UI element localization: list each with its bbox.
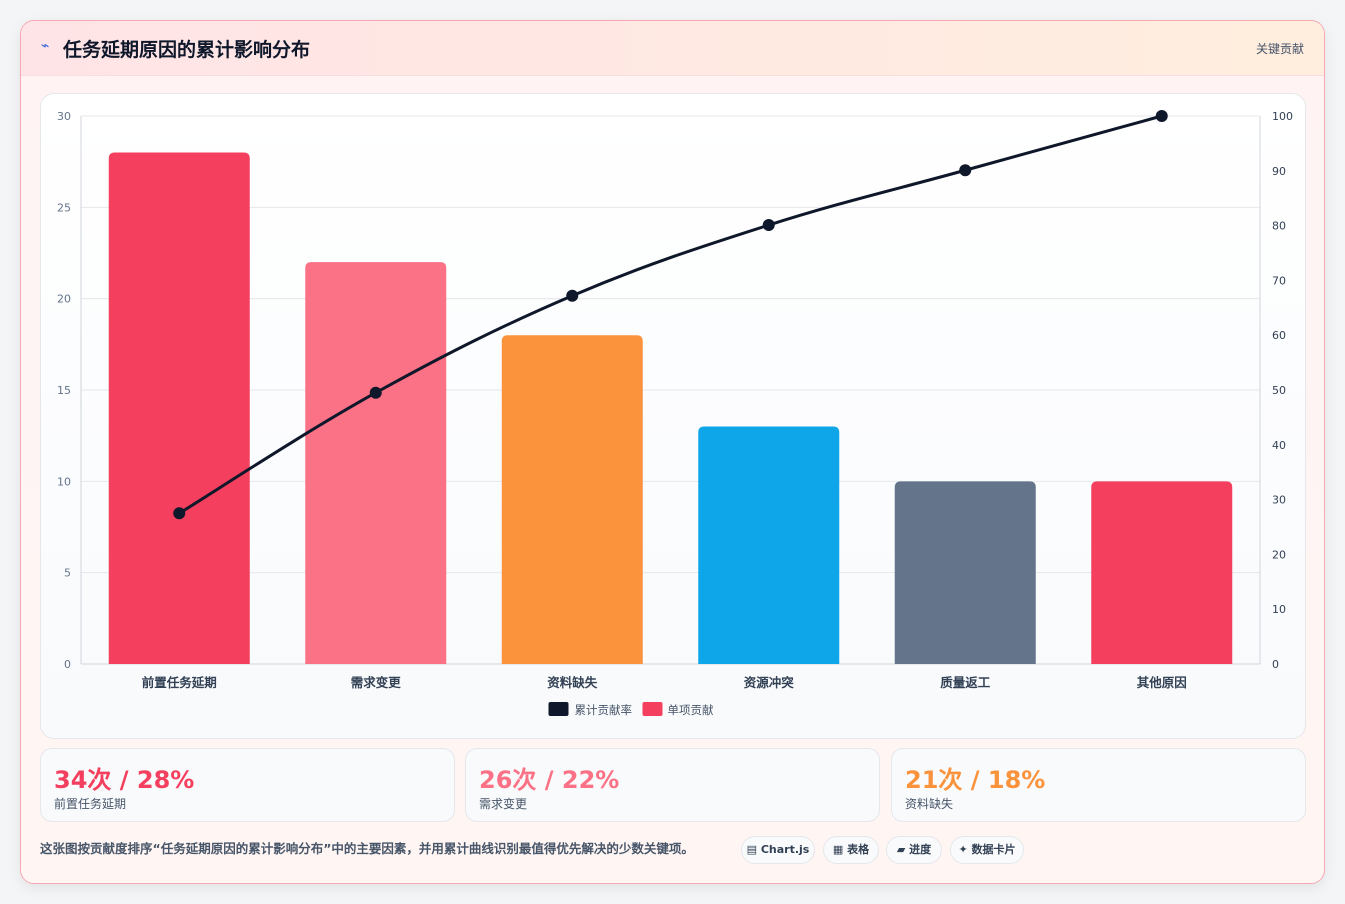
y-right-tick-8: 80 (1272, 220, 1286, 233)
cumulative-point-0 (173, 507, 186, 520)
lightning-icon: ⌁ (41, 38, 50, 54)
stat-value-1: 34次 / 28% (54, 766, 195, 794)
y-left-tick-0: 0 (64, 658, 71, 671)
header-tag: 关键贡献 (1255, 42, 1304, 56)
y-left-tick-2: 10 (57, 475, 71, 488)
x-tick-5: 其他原因 (1137, 675, 1187, 690)
chart-card: ⌁ 任务延期原因的累计影响分布 关键贡献 0 5 10 15 20 25 30 0 10 20 30… (20, 20, 1325, 884)
x-tick-3: 资源冲突 (744, 675, 795, 690)
y-right-tick-3: 30 (1272, 494, 1286, 507)
stat-card-1: 34次 / 28% 前置任务延期 (40, 748, 455, 822)
bar-1 (305, 262, 447, 664)
y-right-tick-1: 10 (1272, 603, 1286, 616)
progress-pill[interactable]: ▰ 进度 (886, 836, 942, 864)
footer-description: 这张图按贡献度排序“任务延期原因的累计影响分布”中的主要因素，并用累计曲线识别最… (40, 841, 694, 856)
bar-4 (894, 481, 1036, 664)
cumulative-point-4 (959, 164, 972, 177)
stat-label-3: 资料缺失 (905, 797, 954, 811)
stat-label-2: 需求变更 (479, 797, 528, 811)
y-left-tick-6: 30 (57, 110, 71, 123)
cumulative-line (178, 114, 1163, 515)
legend-swatch-bar (642, 702, 663, 716)
cumulative-point-1 (369, 386, 382, 399)
stat-value-3: 21次 / 18% (905, 766, 1046, 794)
y-left-tick-4: 20 (57, 293, 71, 306)
y-right-tick-9: 90 (1272, 165, 1286, 178)
table-pill[interactable]: ▦ 表格 (823, 836, 879, 864)
chart-title: 任务延期原因的累计影响分布 (63, 39, 311, 61)
y-right-tick-4: 40 (1272, 439, 1286, 452)
chartjs-pill[interactable]: ▤ Chart.js (741, 836, 815, 864)
y-right-tick-5: 50 (1272, 384, 1286, 397)
y-left-tick-3: 15 (57, 384, 71, 397)
data-card-pill[interactable]: ✦ 数据卡片 (950, 836, 1024, 864)
y-left-tick-5: 25 (57, 201, 71, 214)
bar-0 (108, 152, 250, 664)
bar-3 (698, 426, 840, 664)
y-right-tick-10: 100 (1272, 110, 1293, 123)
x-tick-1: 需求变更 (351, 675, 402, 690)
legend-swatch-cumulative (548, 702, 569, 716)
pareto-chart: 0 5 10 15 20 25 30 0 10 20 30 40 50 60 70 80 90 100 前置任务延期… (57, 110, 1293, 717)
x-tick-2: 资料缺失 (547, 675, 598, 690)
card-header: ⌁ 任务延期原因的累计影响分布 关键贡献 (21, 21, 1324, 76)
y-right-tick-6: 60 (1272, 329, 1286, 342)
y-right-tick-2: 20 (1272, 548, 1286, 561)
cumulative-point-3 (762, 219, 775, 232)
y-left-tick-1: 5 (64, 567, 71, 580)
stat-card-3: 21次 / 18% 资料缺失 (891, 748, 1306, 822)
cumulative-point-5 (1155, 110, 1168, 122)
bar-5 (1091, 481, 1233, 664)
x-tick-0: 前置任务延期 (142, 675, 217, 690)
y-right-tick-0: 0 (1272, 658, 1279, 671)
stat-card-2: 26次 / 22% 需求变更 (465, 748, 880, 822)
bar-2 (501, 335, 643, 664)
legend-label-cumulative: 累计贡献率 (575, 703, 633, 717)
stat-value-2: 26次 / 22% (479, 766, 620, 794)
x-tick-4: 质量返工 (940, 675, 991, 690)
cumulative-point-2 (566, 289, 579, 302)
y-right-tick-7: 70 (1272, 274, 1286, 287)
plot-panel: 0 5 10 15 20 25 30 0 10 20 30 40 50 60 70 80 90 100 前置任务延期… (40, 93, 1306, 739)
legend-label-bar: 单项贡献 (668, 703, 714, 717)
stat-label-1: 前置任务延期 (54, 797, 127, 811)
